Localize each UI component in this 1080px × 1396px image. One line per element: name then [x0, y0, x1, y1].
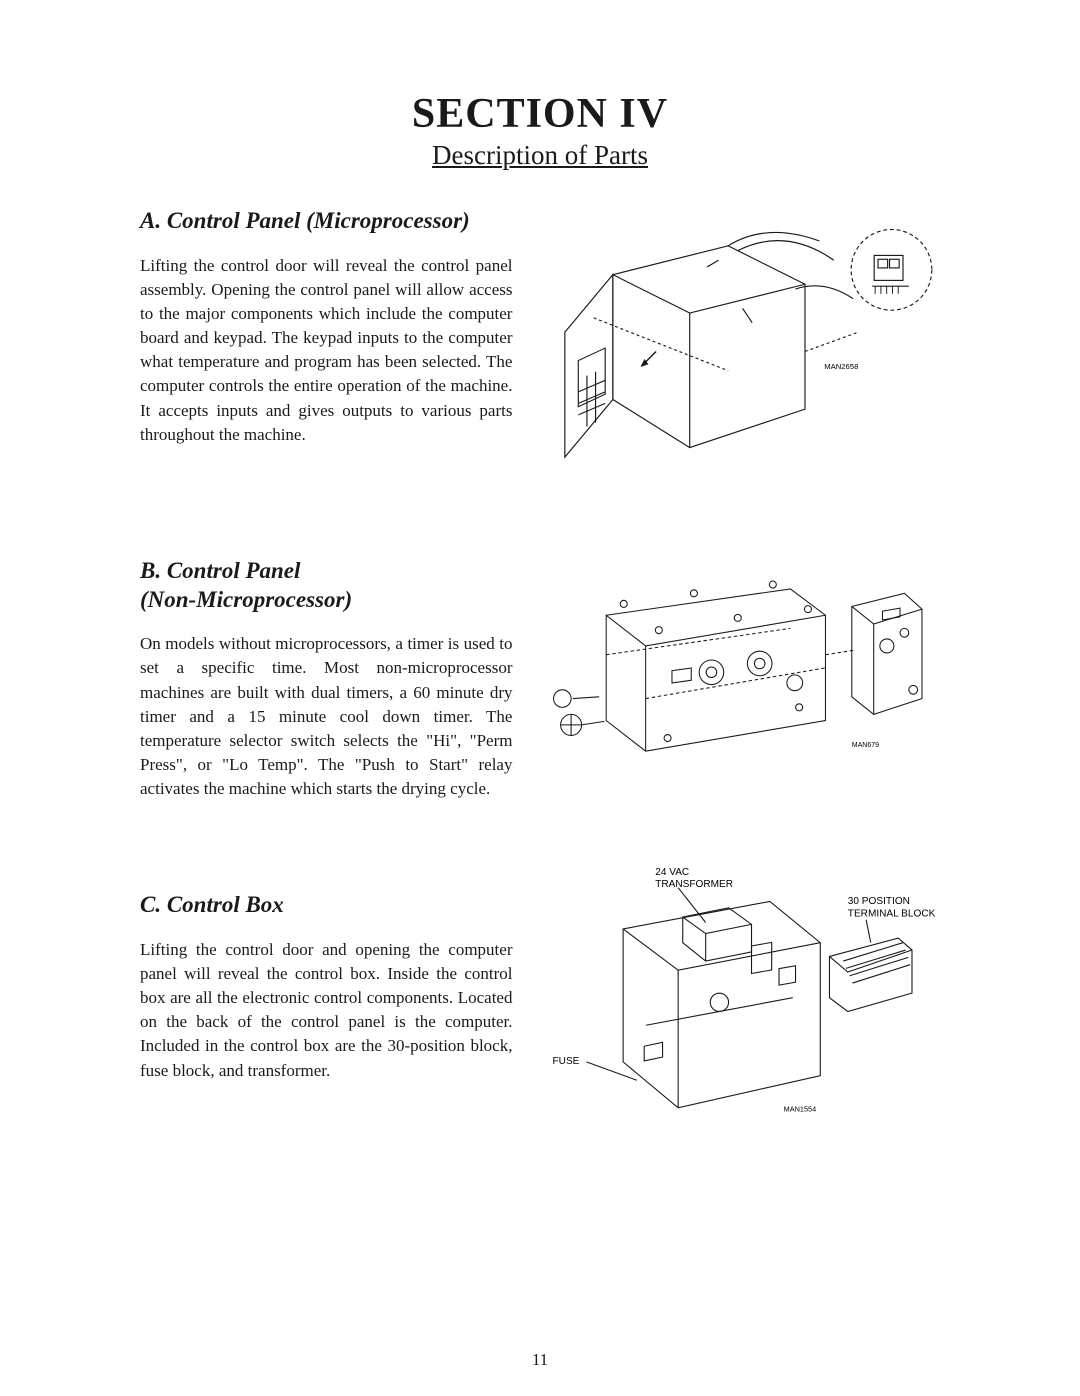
section-a-figure: MAN2658: [536, 207, 940, 467]
label-fuse: FUSE: [553, 1056, 580, 1067]
section-c-heading: C. Control Box: [140, 891, 512, 920]
page-number: 11: [0, 1350, 1080, 1370]
title-block: SECTION IV Description of Parts: [140, 90, 940, 171]
section-b: B. Control Panel (Non-Microprocessor) On…: [140, 557, 940, 801]
section-c-figure: 24 VACTRANSFORMER 30 POSITIONTERMINAL BL…: [536, 851, 940, 1126]
figure-a-label: MAN2658: [825, 362, 859, 371]
section-b-figure: MAN679: [536, 557, 940, 801]
figure-b-svg: MAN679: [536, 567, 940, 795]
label-terminal-block: 30 POSITIONTERMINAL BLOCK: [848, 896, 936, 919]
figure-b-label: MAN679: [852, 742, 879, 749]
main-title: SECTION IV: [140, 90, 940, 138]
section-a-body: Lifting the control door will reveal the…: [140, 254, 512, 447]
figure-c-svg: 24 VACTRANSFORMER 30 POSITIONTERMINAL BL…: [536, 851, 940, 1126]
section-a: A. Control Panel (Microprocessor) Liftin…: [140, 207, 940, 467]
section-c-body: Lifting the control door and opening the…: [140, 938, 512, 1083]
label-transformer: 24 VACTRANSFORMER: [656, 867, 734, 890]
section-a-text: A. Control Panel (Microprocessor) Liftin…: [140, 207, 512, 467]
section-b-heading: B. Control Panel (Non-Microprocessor): [140, 557, 512, 615]
section-c-text: C. Control Box Lifting the control door …: [140, 891, 512, 1126]
figure-c-label: MAN1554: [784, 1105, 817, 1114]
section-b-text: B. Control Panel (Non-Microprocessor) On…: [140, 557, 512, 801]
figure-a-svg: MAN2658: [536, 217, 940, 467]
subtitle: Description of Parts: [140, 140, 940, 171]
section-c: C. Control Box Lifting the control door …: [140, 891, 940, 1126]
section-b-body: On models without microprocessors, a tim…: [140, 632, 512, 801]
section-a-heading: A. Control Panel (Microprocessor): [140, 207, 512, 236]
